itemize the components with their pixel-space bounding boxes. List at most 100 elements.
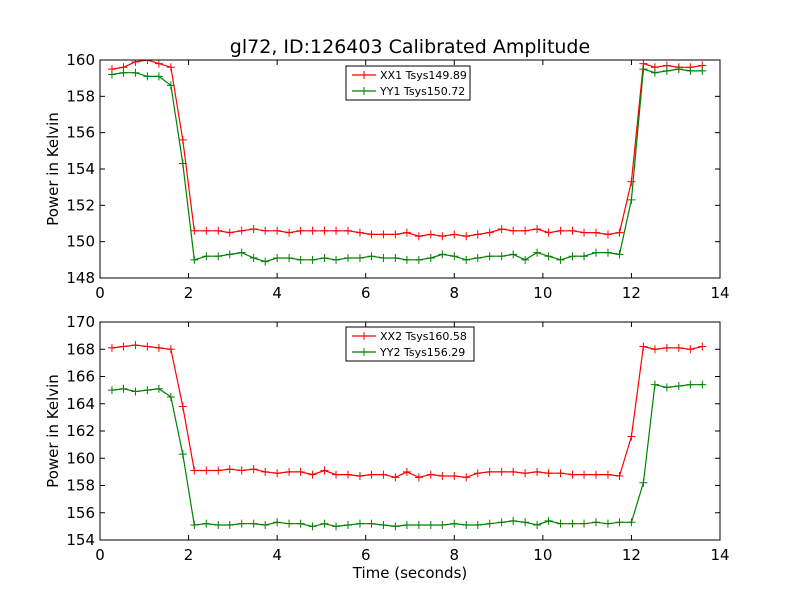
x-tick-label: 14	[710, 284, 729, 302]
data-point	[379, 521, 388, 530]
data-point	[556, 255, 565, 264]
series-1	[107, 341, 707, 482]
data-point	[107, 386, 116, 395]
legend-label: YY2 Tsys156.29	[379, 346, 465, 359]
data-point	[249, 254, 258, 263]
legend-marker	[360, 348, 368, 356]
data-point	[285, 519, 294, 528]
data-point	[166, 81, 175, 90]
legend: XX2 Tsys160.58 YY2 Tsys156.29	[345, 326, 475, 362]
data-point	[450, 471, 459, 480]
data-point	[414, 255, 423, 264]
legend-marker	[360, 87, 368, 95]
data-point	[214, 466, 223, 475]
data-point	[190, 226, 199, 235]
data-point	[462, 232, 471, 241]
data-point	[544, 516, 553, 525]
legend-entry: YY2 Tsys156.29	[352, 346, 465, 359]
data-point	[627, 432, 636, 441]
data-point	[237, 226, 246, 235]
data-point	[237, 248, 246, 257]
data-point	[462, 255, 471, 264]
data-point	[698, 342, 707, 351]
data-point	[320, 226, 329, 235]
data-point	[544, 252, 553, 261]
data-point	[202, 466, 211, 475]
data-point	[273, 226, 282, 235]
data-point	[615, 471, 624, 480]
data-point	[154, 60, 163, 68]
data-point	[367, 519, 376, 528]
data-point	[650, 380, 659, 389]
data-point	[131, 341, 140, 350]
x-tick-label: 8	[450, 546, 460, 564]
data-point	[391, 522, 400, 531]
data-point	[131, 68, 140, 77]
data-point	[249, 465, 258, 474]
series-2	[107, 65, 707, 266]
data-point	[166, 392, 175, 401]
data-point	[414, 521, 423, 530]
data-point	[580, 252, 589, 261]
data-point	[261, 467, 270, 476]
data-point	[143, 386, 152, 395]
legend-label: XX1 Tsys149.89	[380, 69, 467, 82]
legend-label: YY1 Tsys150.72	[379, 85, 465, 98]
data-point	[497, 518, 506, 527]
data-point	[438, 250, 447, 259]
data-point	[533, 224, 542, 233]
x-tick-label: 6	[361, 284, 371, 302]
data-point	[580, 519, 589, 528]
data-point	[273, 469, 282, 478]
data-point	[521, 518, 530, 527]
data-point	[603, 248, 612, 257]
data-point	[402, 228, 411, 237]
data-point	[308, 255, 317, 264]
data-point	[402, 467, 411, 476]
y-tick-label: 148	[66, 269, 95, 287]
data-point	[202, 519, 211, 528]
data-point	[379, 230, 388, 239]
data-point	[214, 226, 223, 235]
data-point	[603, 470, 612, 479]
data-point	[344, 470, 352, 479]
data-point	[332, 226, 341, 235]
data-point	[285, 254, 294, 263]
data-point	[225, 228, 234, 237]
data-point	[119, 384, 128, 393]
data-point	[273, 254, 282, 263]
data-point	[592, 518, 600, 527]
data-point	[154, 384, 163, 393]
y-tick-label: 162	[66, 422, 95, 440]
data-point	[166, 345, 175, 354]
data-point	[107, 343, 116, 352]
x-axis-label: Time (seconds)	[352, 564, 468, 582]
data-point	[355, 471, 364, 480]
data-point	[521, 226, 530, 235]
data-point	[438, 232, 447, 241]
data-point	[438, 471, 447, 480]
data-point	[166, 63, 175, 72]
data-point	[119, 68, 128, 77]
data-point	[686, 345, 695, 354]
x-tick-label: 8	[450, 284, 460, 302]
data-point	[580, 470, 589, 479]
data-point	[225, 465, 234, 474]
data-point	[379, 470, 388, 479]
data-point	[497, 467, 506, 476]
data-point	[650, 68, 659, 77]
data-point	[367, 470, 376, 479]
legend-entry: YY1 Tsys150.72	[352, 85, 465, 98]
legend-entry: XX2 Tsys160.58	[352, 330, 467, 343]
data-point	[485, 228, 494, 237]
data-point	[521, 255, 530, 264]
data-point	[249, 224, 258, 233]
data-point	[143, 72, 152, 81]
data-point	[568, 226, 577, 235]
y-tick-label: 152	[66, 196, 95, 214]
x-tick-label: 0	[95, 284, 105, 302]
bottom-subplot: 0 2 4 6 8 10 12 14 154 156 158 160 162 164 166 168 170 Po…	[44, 313, 730, 564]
legend-marker	[360, 71, 368, 79]
data-point	[686, 380, 695, 389]
data-point	[462, 473, 471, 482]
